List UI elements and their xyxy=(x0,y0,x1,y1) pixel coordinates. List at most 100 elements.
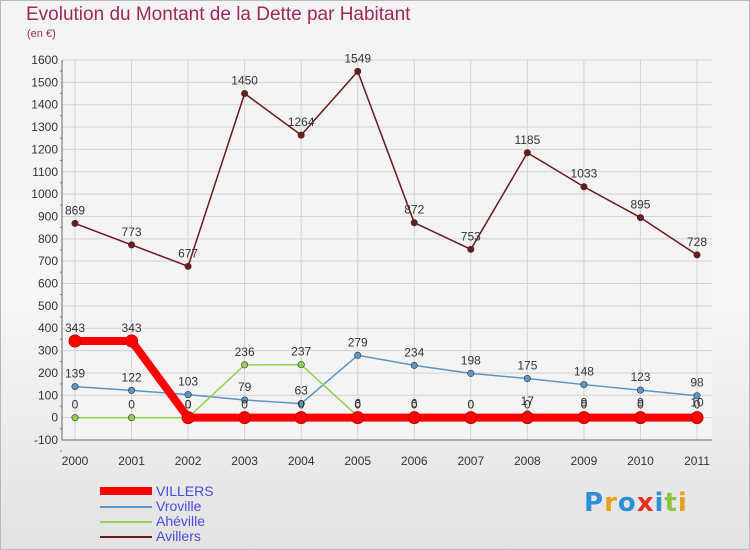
data-point-avillers xyxy=(523,149,531,157)
data-label-avillers: 895 xyxy=(630,198,650,212)
data-point-villers xyxy=(520,411,534,425)
data-point-avillers xyxy=(636,214,644,222)
y-tick-label: 1000 xyxy=(31,187,58,201)
data-point-villers xyxy=(464,411,478,425)
data-point-avillers xyxy=(184,262,192,270)
legend-swatch-aheville xyxy=(100,521,152,523)
data-label-avillers: 1549 xyxy=(344,51,371,65)
data-point-vroville xyxy=(128,386,136,394)
legend-item-avillers: Avillers xyxy=(100,528,320,544)
plot-area xyxy=(62,60,712,440)
data-label-aheville: 0 xyxy=(467,398,474,412)
data-label-avillers: 1450 xyxy=(231,74,258,88)
data-label-aheville: 237 xyxy=(291,345,311,359)
logo-letter: i xyxy=(677,488,688,518)
data-point-avillers xyxy=(580,183,588,191)
data-point-vroville xyxy=(241,396,249,404)
legend-label-villers: VILLERS xyxy=(156,483,214,499)
data-point-vroville xyxy=(184,391,192,399)
y-tick-label: 0 xyxy=(51,411,58,425)
data-label-villers: 0 xyxy=(185,398,192,412)
data-label-avillers: 1264 xyxy=(288,115,315,129)
y-tick-label: 1100 xyxy=(32,165,58,179)
data-label-villers: 0 xyxy=(411,398,418,412)
data-point-vroville xyxy=(523,375,531,383)
data-point-villers xyxy=(181,411,195,425)
data-label-vroville: 234 xyxy=(404,345,424,359)
data-label-aheville: 9 xyxy=(637,396,644,410)
data-label-vroville: 139 xyxy=(65,367,85,381)
data-label-aheville: 10 xyxy=(690,395,704,409)
data-point-villers xyxy=(294,411,308,425)
x-tick-label: 2006 xyxy=(401,454,428,468)
x-tick-label: 2011 xyxy=(684,454,710,468)
data-point-avillers xyxy=(128,241,136,249)
data-point-aheville xyxy=(71,414,79,422)
data-label-vroville: 98 xyxy=(690,376,704,390)
x-tick-label: 2000 xyxy=(62,454,89,468)
y-tick-label: 1300 xyxy=(31,120,58,134)
data-point-vroville xyxy=(297,400,305,408)
series-line-villers xyxy=(71,336,701,422)
x-tick-label: 2002 xyxy=(175,454,202,468)
x-tick-label: 2003 xyxy=(231,454,258,468)
y-tick-label: 1500 xyxy=(31,75,58,89)
legend-item-aheville: Ahéville xyxy=(100,513,320,529)
series-line-vroville xyxy=(74,354,698,405)
x-tick-label: 2008 xyxy=(514,454,541,468)
data-label-avillers: 869 xyxy=(65,203,85,217)
logo-letter: o xyxy=(617,488,637,518)
data-label-villers: 0 xyxy=(298,398,305,412)
legend: VILLERS Vroville Ahéville Avillers xyxy=(100,483,320,544)
data-point-avillers xyxy=(693,251,701,259)
data-label-aheville: 6 xyxy=(354,396,361,410)
data-label-vroville: 123 xyxy=(630,370,650,384)
data-label-avillers: 753 xyxy=(461,229,481,243)
data-point-avillers xyxy=(467,245,475,253)
y-tick-label: -100 xyxy=(34,433,58,447)
y-tick-label: 1400 xyxy=(31,98,58,112)
data-point-vroville xyxy=(71,383,79,391)
y-tick-label: 1200 xyxy=(31,142,58,156)
logo-letter: r xyxy=(604,488,618,518)
data-point-villers xyxy=(238,411,252,425)
logo-letter: P xyxy=(584,488,605,518)
data-label-aheville: 0 xyxy=(185,398,192,412)
y-tick-label: 300 xyxy=(38,344,58,358)
data-label-vroville: 122 xyxy=(122,370,142,384)
data-point-aheville xyxy=(241,361,249,369)
data-label-villers: 343 xyxy=(65,321,85,335)
data-label-vroville: 198 xyxy=(461,353,481,367)
y-tick-label: 700 xyxy=(38,254,58,268)
data-point-avillers xyxy=(241,90,249,98)
data-label-avillers: 728 xyxy=(687,235,707,249)
logo-letter: x xyxy=(636,488,655,518)
data-label-villers: 0 xyxy=(524,398,531,412)
data-label-villers: 0 xyxy=(467,398,474,412)
data-point-villers xyxy=(68,334,82,348)
data-point-villers xyxy=(125,334,139,348)
y-tick-label: 600 xyxy=(38,277,58,291)
data-label-villers: 0 xyxy=(354,398,361,412)
data-label-avillers: 677 xyxy=(178,246,198,260)
data-label-villers: 343 xyxy=(122,321,142,335)
data-point-vroville xyxy=(354,351,362,359)
data-point-avillers xyxy=(71,219,79,227)
x-tick-label: 2005 xyxy=(344,454,371,468)
legend-swatch-villers xyxy=(100,487,152,495)
data-label-aheville: 0 xyxy=(128,398,135,412)
data-label-aheville: 17 xyxy=(521,394,535,408)
y-tick-label: 500 xyxy=(38,299,58,313)
legend-swatch-avillers xyxy=(100,536,152,538)
x-tick-label: 2009 xyxy=(571,454,598,468)
legend-item-vroville: Vroville xyxy=(100,498,320,514)
data-label-vroville: 79 xyxy=(238,380,252,394)
data-point-vroville xyxy=(467,369,475,377)
chart-title: Evolution du Montant de la Dette par Hab… xyxy=(26,4,411,25)
legend-label-avillers: Avillers xyxy=(156,528,201,544)
data-label-vroville: 175 xyxy=(517,359,537,373)
data-label-villers: 0 xyxy=(581,398,588,412)
data-point-aheville xyxy=(297,361,305,369)
legend-label-aheville: Ahéville xyxy=(156,513,206,529)
